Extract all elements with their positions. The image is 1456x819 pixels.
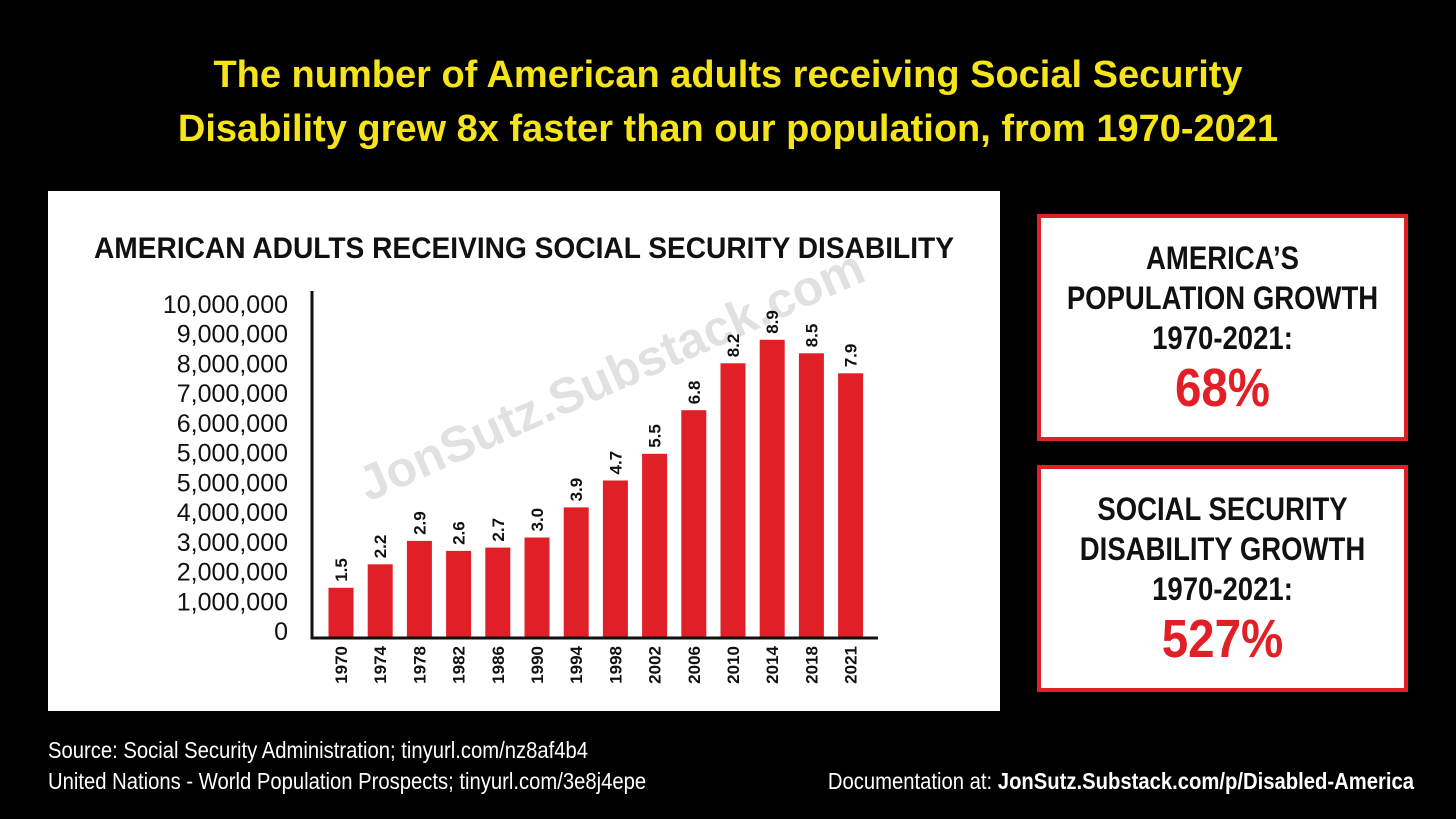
population-growth-value: 68% bbox=[1174, 358, 1271, 418]
x-tick-label-1986: 1986 bbox=[489, 646, 508, 684]
y-tick-label: 8,000,000 bbox=[177, 351, 288, 379]
x-tick-label-2010: 2010 bbox=[724, 646, 743, 684]
bar-value-label-1998: 4.7 bbox=[606, 451, 625, 475]
documentation-link[interactable]: JonSutz.Substack.com/p/Disabled-America bbox=[997, 768, 1414, 794]
bar-value-label-1990: 3.0 bbox=[528, 508, 547, 532]
bar-2018 bbox=[798, 353, 824, 639]
bar-1974 bbox=[367, 564, 393, 638]
bar-value-label-2018: 8.5 bbox=[802, 324, 821, 348]
y-tick-label: 10,000,000 bbox=[163, 291, 288, 319]
population-growth-label-3: 1970-2021: bbox=[1152, 320, 1293, 356]
bar-value-label-1978: 2.9 bbox=[410, 511, 429, 535]
x-tick-label-1978: 1978 bbox=[410, 646, 429, 684]
y-tick-label: 3,000,000 bbox=[177, 529, 288, 557]
bar-value-label-1982: 2.6 bbox=[450, 521, 469, 545]
x-tick-label-2006: 2006 bbox=[685, 646, 704, 684]
headline-line-1: The number of American adults receiving … bbox=[213, 54, 1243, 96]
bar-1990 bbox=[524, 537, 550, 638]
bar-value-label-2021: 7.9 bbox=[842, 344, 861, 368]
source-credits: Source: Social Security Administration; … bbox=[48, 735, 646, 797]
bar-2006 bbox=[681, 410, 707, 638]
x-tick-label-2018: 2018 bbox=[802, 646, 821, 684]
y-tick-label: 1,000,000 bbox=[177, 588, 288, 616]
documentation-note: Documentation at: JonSutz.Substack.com/p… bbox=[828, 766, 1414, 797]
disability-growth-box: SOCIAL SECURITY DISABILITY GROWTH 1970-2… bbox=[1037, 465, 1408, 692]
bar-2014 bbox=[759, 339, 785, 638]
disability-growth-value: 527% bbox=[1161, 609, 1284, 669]
x-tick-label-1994: 1994 bbox=[567, 645, 586, 683]
bar-1982 bbox=[446, 550, 472, 638]
headline-line-2: Disability grew 8x faster than our popul… bbox=[177, 108, 1279, 150]
y-tick-label: 6,000,000 bbox=[177, 410, 288, 438]
bar-1970 bbox=[328, 587, 354, 639]
chart-panel: AMERICAN ADULTS RECEIVING SOCIAL SECURIT… bbox=[48, 191, 1000, 711]
disability-growth-label-1: SOCIAL SECURITY bbox=[1097, 491, 1348, 527]
x-tick-label-2014: 2014 bbox=[763, 645, 782, 683]
x-tick-label-1990: 1990 bbox=[528, 646, 547, 684]
bar-value-label-1994: 3.9 bbox=[567, 478, 586, 502]
disability-growth-label-2: DISABILITY GROWTH bbox=[1079, 531, 1366, 567]
x-tick-label-1970: 1970 bbox=[332, 646, 351, 684]
bar-1994 bbox=[563, 507, 589, 639]
bar-2021 bbox=[838, 373, 864, 638]
y-tick-label: 5,000,000 bbox=[177, 469, 288, 497]
bar-1998 bbox=[602, 480, 628, 638]
bar-value-label-1986: 2.7 bbox=[489, 518, 508, 542]
x-tick-label-1974: 1974 bbox=[371, 645, 390, 683]
bar-2002 bbox=[642, 453, 668, 639]
y-tick-label: 7,000,000 bbox=[177, 380, 288, 408]
headline: The number of American adults receiving … bbox=[0, 48, 1456, 156]
y-tick-label: 5,000,000 bbox=[177, 440, 288, 468]
y-tick-label: 2,000,000 bbox=[177, 559, 288, 587]
source-line-1: Source: Social Security Administration; … bbox=[48, 737, 588, 763]
bar-value-label-2006: 6.8 bbox=[685, 381, 704, 405]
bar-value-label-2014: 8.9 bbox=[763, 310, 782, 334]
y-tick-label: 9,000,000 bbox=[177, 321, 288, 349]
x-tick-label-1982: 1982 bbox=[450, 646, 469, 684]
x-tick-label-2021: 2021 bbox=[842, 646, 861, 684]
bar-1978 bbox=[406, 540, 432, 638]
chart-title: AMERICAN ADULTS RECEIVING SOCIAL SECURIT… bbox=[94, 232, 954, 265]
bar-value-label-1974: 2.2 bbox=[371, 535, 390, 559]
population-growth-box: AMERICA’S POPULATION GROWTH 1970-2021: 6… bbox=[1037, 214, 1408, 441]
bar-value-label-2002: 5.5 bbox=[646, 424, 665, 448]
bar-2010 bbox=[720, 363, 746, 638]
x-tick-label-1998: 1998 bbox=[606, 646, 625, 684]
y-tick-label: 0 bbox=[274, 618, 288, 646]
bar-1986 bbox=[485, 547, 511, 639]
bar-value-label-1970: 1.5 bbox=[332, 558, 351, 582]
source-line-2: United Nations - World Population Prospe… bbox=[48, 768, 647, 794]
documentation-prefix: Documentation at: bbox=[827, 768, 998, 794]
y-tick-label: 4,000,000 bbox=[177, 499, 288, 527]
disability-growth-label-3: 1970-2021: bbox=[1152, 571, 1293, 607]
bar-chart: AMERICAN ADULTS RECEIVING SOCIAL SECURIT… bbox=[94, 232, 954, 684]
population-growth-label-2: POPULATION GROWTH bbox=[1066, 280, 1379, 316]
population-growth-label-1: AMERICA’S bbox=[1146, 240, 1299, 276]
x-tick-label-2002: 2002 bbox=[646, 646, 665, 684]
bar-value-label-2010: 8.2 bbox=[724, 334, 743, 358]
